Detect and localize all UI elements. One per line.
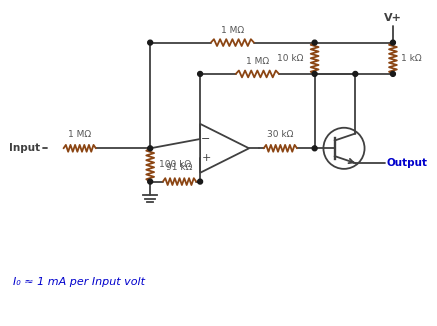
Circle shape	[353, 71, 358, 76]
Text: −: −	[201, 134, 211, 144]
Circle shape	[312, 40, 317, 45]
Text: 1 MΩ: 1 MΩ	[246, 57, 269, 66]
Text: 1 MΩ: 1 MΩ	[68, 129, 91, 139]
Text: 1 MΩ: 1 MΩ	[221, 26, 244, 35]
Text: 10 kΩ: 10 kΩ	[277, 54, 304, 63]
Text: 1 kΩ: 1 kΩ	[401, 54, 421, 63]
Text: V+: V+	[384, 13, 402, 23]
Circle shape	[312, 146, 317, 151]
Text: I₀ ≈ 1 mA per Input volt: I₀ ≈ 1 mA per Input volt	[13, 277, 145, 288]
Circle shape	[148, 40, 153, 45]
Text: 100 kΩ: 100 kΩ	[159, 160, 191, 170]
Text: +: +	[201, 153, 211, 163]
Circle shape	[148, 179, 153, 184]
Circle shape	[391, 71, 395, 76]
Text: Output: Output	[387, 158, 428, 168]
Text: 91 kΩ: 91 kΩ	[166, 163, 193, 172]
Text: Input: Input	[9, 143, 40, 153]
Circle shape	[391, 40, 395, 45]
Circle shape	[198, 179, 202, 184]
Text: 30 kΩ: 30 kΩ	[267, 129, 294, 139]
Circle shape	[148, 146, 153, 151]
Circle shape	[198, 71, 202, 76]
Circle shape	[312, 71, 317, 76]
